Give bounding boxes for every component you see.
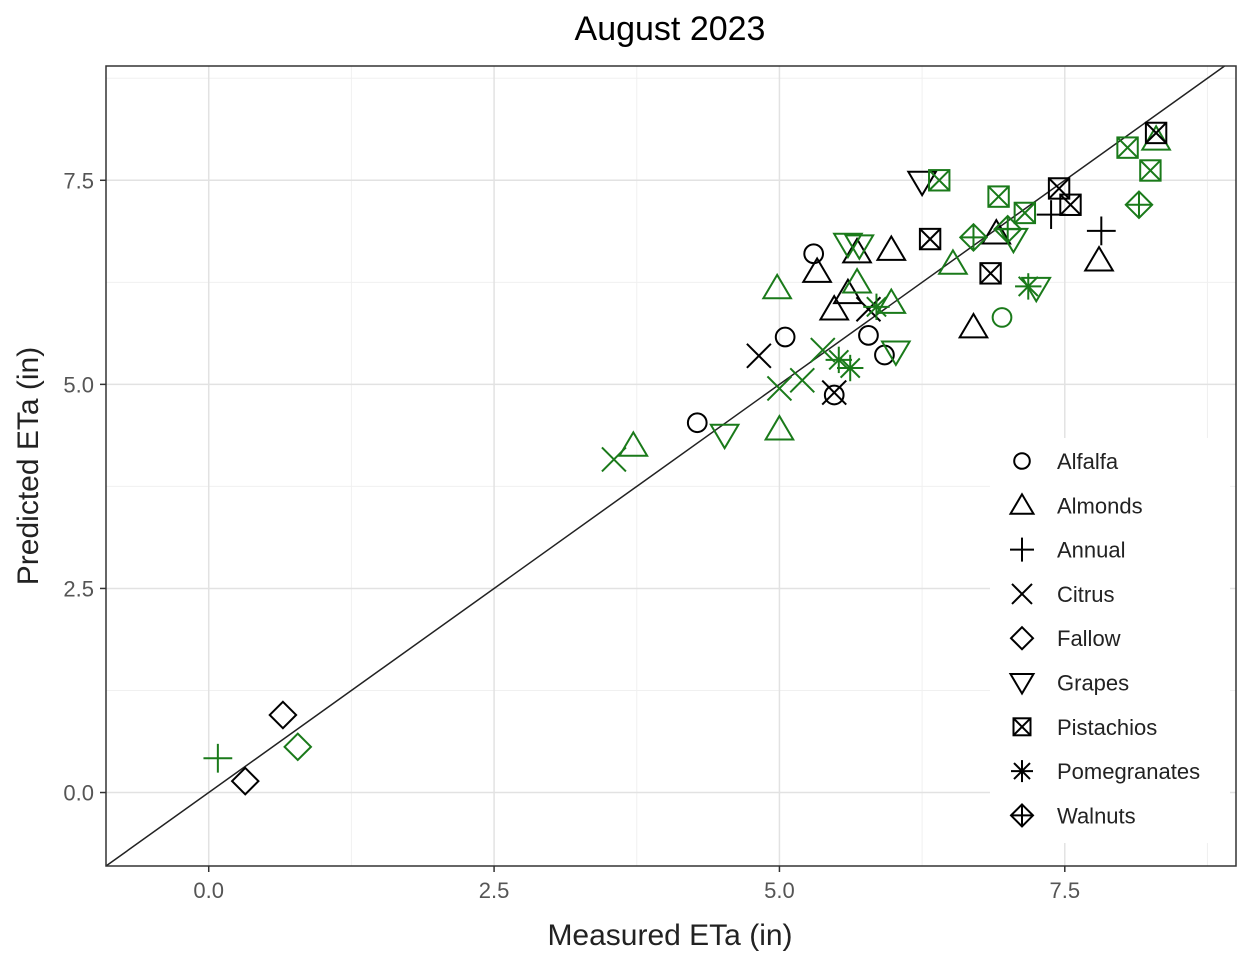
legend-key-citrus	[1011, 583, 1033, 605]
point-citrus	[789, 367, 815, 393]
point-almonds	[761, 272, 793, 300]
reference-line-layer	[105, 65, 1226, 867]
y-axis-title: Predicted ETa (in)	[12, 347, 45, 585]
one-to-one-line	[105, 65, 1226, 867]
point-almonds	[1140, 124, 1172, 151]
point-almonds	[875, 234, 907, 261]
point-annual	[203, 743, 233, 773]
point-alfalfa	[774, 326, 796, 348]
legend-label-walnuts: Walnuts	[1057, 803, 1136, 828]
legend-key-fallow	[1009, 625, 1035, 651]
point-grapes	[709, 423, 741, 451]
legend-label-pistachios: Pistachios	[1057, 715, 1157, 740]
chart-title: August 2023	[575, 10, 766, 48]
point-citrus	[766, 375, 793, 402]
point-almonds	[937, 248, 969, 275]
legend-label-fallow: Fallow	[1057, 626, 1121, 651]
point-alfalfa	[823, 384, 845, 406]
legend-label-grapes: Grapes	[1057, 671, 1129, 696]
point-almonds	[832, 277, 864, 305]
legend-key-walnuts	[1009, 802, 1035, 828]
x-axis-title: Measured ETa (in)	[547, 919, 792, 952]
point-almonds	[980, 218, 1012, 245]
point-almonds	[957, 312, 990, 339]
plot-border	[105, 65, 1237, 867]
point-citrus	[746, 343, 772, 369]
legend-key-annual	[1010, 537, 1034, 562]
point-almonds	[818, 294, 850, 321]
y-tick-label: 2.5	[63, 576, 94, 601]
x-axis-ticks: 0.0 2.5 5.0 7.5	[193, 866, 1080, 903]
x-tick-label: 7.5	[1049, 878, 1080, 903]
legend: Alfalfa Almonds Annual Citrus Fallow Grapes Pi…	[990, 438, 1230, 843]
point-pistachios	[1059, 193, 1082, 216]
point-pistachios	[1144, 121, 1168, 145]
point-citrus	[601, 446, 627, 473]
point-grapes	[880, 340, 912, 367]
legend-key-almonds	[1008, 492, 1036, 515]
point-fallow	[230, 766, 260, 796]
y-axis-ticks: 0.0 2.5 5.0 7.5	[63, 168, 106, 806]
point-pistachios	[1116, 136, 1139, 159]
point-walnuts	[958, 222, 989, 253]
point-grapes	[832, 232, 864, 260]
point-alfalfa	[991, 307, 1013, 328]
point-pistachios	[987, 185, 1010, 208]
point-alfalfa	[858, 325, 879, 346]
point-pistachios	[1013, 201, 1037, 225]
legend-label-citrus: Citrus	[1057, 582, 1114, 607]
point-alfalfa	[686, 412, 708, 434]
point-grapes	[843, 234, 875, 261]
point-pistachios	[979, 262, 1002, 285]
x-tick-label: 2.5	[479, 878, 510, 903]
x-tick-label: 0.0	[193, 878, 224, 903]
point-almonds	[801, 256, 833, 283]
point-almonds	[841, 267, 873, 294]
point-pomegranates	[863, 293, 890, 321]
point-almonds	[763, 414, 795, 441]
point-citrus	[821, 379, 847, 406]
point-annual	[1086, 216, 1116, 246]
data-points	[203, 121, 1172, 796]
legend-label-annual: Annual	[1057, 538, 1126, 563]
y-tick-label: 7.5	[63, 168, 94, 193]
point-pistachios	[1139, 159, 1162, 182]
point-fallow	[268, 700, 298, 730]
point-almonds	[1083, 245, 1115, 272]
legend-key-grapes	[1008, 673, 1036, 696]
y-tick-label: 5.0	[63, 372, 94, 397]
point-citrus	[810, 337, 836, 363]
point-walnuts	[993, 214, 1023, 244]
point-almonds	[617, 430, 649, 457]
point-pistachios	[928, 169, 951, 192]
point-pomegranates	[837, 354, 864, 382]
point-almonds	[875, 287, 907, 314]
point-pistachios	[918, 227, 942, 251]
legend-key-pistachios	[1012, 717, 1032, 737]
point-pomegranates	[1015, 273, 1042, 300]
point-walnuts	[1124, 190, 1154, 220]
legend-label-pomegranates: Pomegranates	[1057, 759, 1200, 784]
x-tick-label: 5.0	[764, 878, 795, 903]
y-tick-label: 0.0	[63, 781, 94, 806]
legend-key-alfalfa	[1013, 452, 1031, 470]
legend-label-alfalfa: Alfalfa	[1057, 449, 1119, 474]
point-fallow	[283, 732, 313, 762]
legend-label-almonds: Almonds	[1057, 493, 1143, 518]
legend-key-pomegranates	[1011, 760, 1033, 783]
